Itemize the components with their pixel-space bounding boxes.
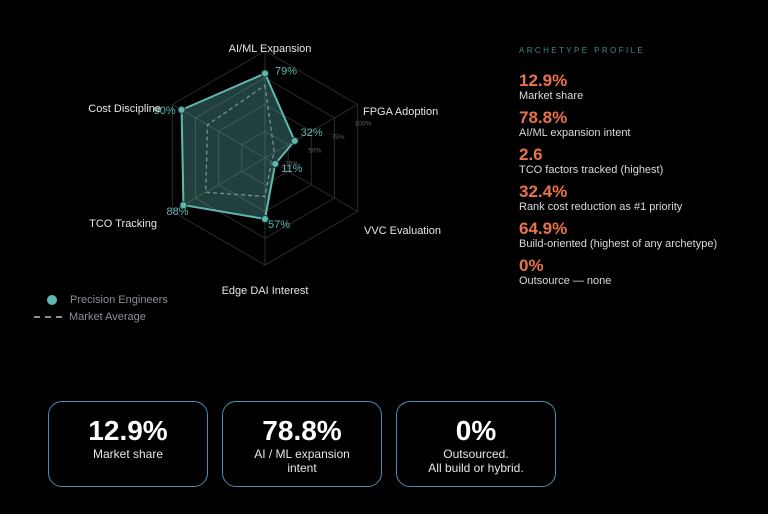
axis-spoke (172, 104, 266, 159)
legend-swatch-dash (34, 315, 62, 318)
data-point (179, 201, 188, 210)
stat-value: 64.9% (519, 219, 568, 238)
chart-legend: Precision Engineers Market Average (34, 291, 168, 325)
axis-label: TCO Tracking (89, 218, 157, 230)
kpi-card-market-share: 12.9% Market share (48, 401, 208, 487)
data-label: 88% (166, 206, 188, 218)
kpi-card-outsourced: 0% Outsourced. All build or hybrid. (396, 401, 556, 487)
profile-stat: 78.8% AI/ML expansion intent (519, 108, 759, 140)
profile-stat: 2.6 TCO factors tracked (highest) (519, 145, 759, 177)
archetype-profile: ARCHETYPE PROFILE 12.9% Market share 78.… (519, 46, 759, 293)
card-label: Outsourced. All build or hybrid. (428, 447, 524, 475)
profile-stat: 12.9% Market share (519, 71, 759, 103)
legend-swatch-dot (47, 294, 57, 305)
data-label: 32% (301, 127, 323, 139)
data-label: 11% (281, 163, 302, 175)
card-value: 78.8% (262, 415, 342, 446)
legend-item-precision-engineers: Precision Engineers (34, 291, 168, 308)
radial-tick-label: 75% (331, 134, 344, 141)
axis-label: AI/ML Expansion (229, 43, 312, 55)
legend-item-market-average: Market Average (34, 308, 168, 325)
profile-heading: ARCHETYPE PROFILE (519, 46, 646, 55)
data-point (290, 136, 299, 145)
legend-label: Precision Engineers (70, 293, 168, 306)
stat-label: AI/ML expansion intent (519, 127, 631, 139)
profile-stat: 0% Outsource — none (519, 256, 759, 288)
card-label: Market share (92, 447, 164, 461)
radial-tick-label: 100% (355, 121, 372, 128)
data-point (271, 159, 280, 168)
series-market-average (205, 84, 275, 198)
axis-label: Cost Discipline (88, 103, 161, 115)
stat-value: 78.8% (519, 108, 568, 127)
axis-label: Edge DAI Interest (222, 285, 309, 297)
series-precision-engineers (180, 72, 296, 221)
stat-label: Rank cost reduction as #1 priority (519, 201, 683, 213)
legend-label: Market Average (69, 310, 146, 323)
card-value: 0% (455, 415, 497, 446)
profile-stat: 64.9% Build-oriented (highest of any arc… (519, 219, 759, 251)
data-point (177, 105, 186, 114)
kpi-cards: 12.9% Market share 78.8% AI / ML expansi… (48, 401, 556, 487)
card-value: 12.9% (88, 415, 168, 446)
stat-value: 12.9% (519, 71, 568, 90)
stat-label: Market share (519, 90, 584, 102)
stat-value: 2.6 (519, 145, 543, 164)
axis-spoke (264, 157, 358, 212)
axis-spoke (264, 104, 358, 159)
axis-label: VVC Evaluation (364, 225, 441, 237)
stat-label: Build-oriented (highest of any archetype… (519, 238, 718, 250)
data-label: 90% (154, 105, 176, 117)
data-label: 57% (268, 219, 290, 231)
radar-chart: 25% 50% 75% 100% 79% 32% 11% 57% 88% 90% AI/ML Exp… (88, 43, 441, 297)
card-label: AI / ML expansion intent (254, 447, 350, 475)
kpi-card-ai-ml-expansion: 78.8% AI / ML expansion intent (222, 401, 382, 487)
radial-tick-label: 25% (285, 161, 298, 168)
stat-value: 0% (519, 256, 544, 275)
axis-spoke (172, 157, 266, 212)
stat-label: TCO factors tracked (highest) (519, 164, 664, 176)
radial-tick-label: 50% (308, 147, 321, 154)
data-label: 79% (275, 65, 297, 77)
stat-value: 32.4% (519, 182, 568, 201)
data-point (261, 214, 269, 223)
profile-stat: 32.4% Rank cost reduction as #1 priority (519, 182, 759, 214)
stat-label: Outsource — none (519, 275, 612, 287)
data-point (261, 69, 269, 78)
axis-label: FPGA Adoption (363, 106, 438, 118)
